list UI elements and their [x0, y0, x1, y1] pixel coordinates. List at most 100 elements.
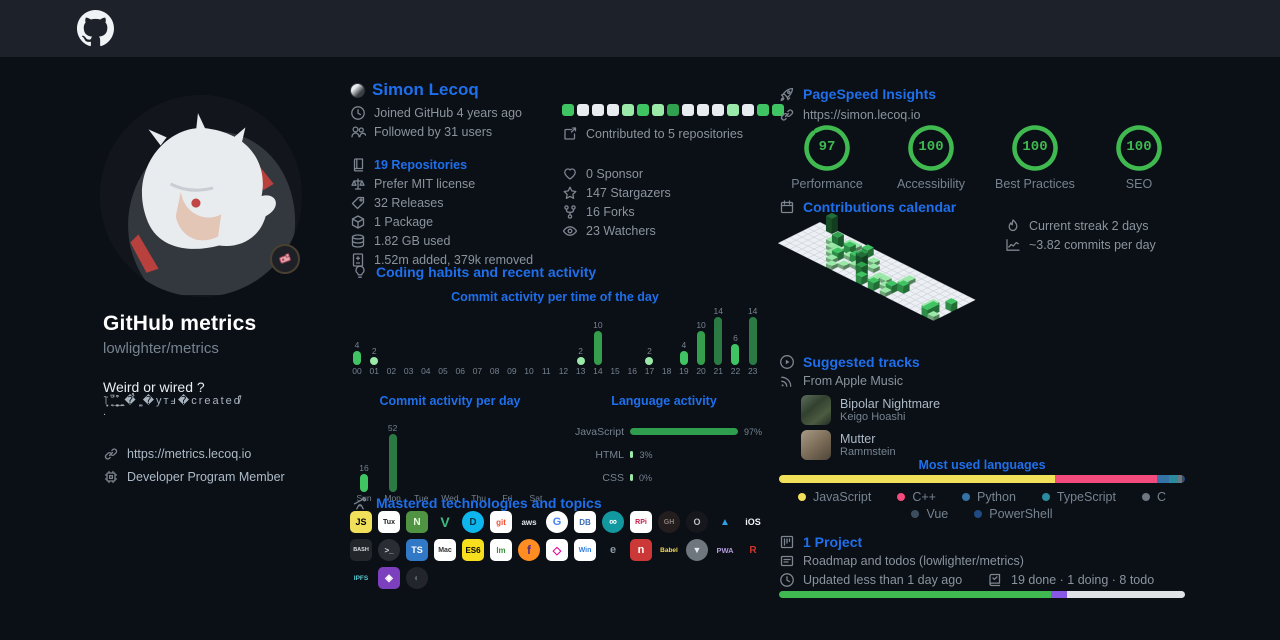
storage-text: 1.82 GB used [374, 233, 451, 248]
bar-column: 04 [421, 366, 431, 376]
project-name: Roadmap and todos (lowlighter/metrics) [803, 553, 1024, 568]
pagespeed-header[interactable]: PageSpeed Insights [779, 84, 936, 103]
legend-label: Python [976, 490, 1016, 504]
line-chart-icon [1005, 237, 1021, 253]
followed-row: Followed by 31 users [350, 122, 533, 141]
legend-item: Vue [911, 507, 948, 521]
track-title[interactable]: Bipolar Nightmare [840, 397, 941, 411]
project-title[interactable]: 1 Project [803, 533, 863, 550]
contributed-row: Contributed to 5 repositories [562, 124, 784, 143]
package-icon [350, 214, 366, 230]
track-item[interactable]: Mutter Rammstein [801, 430, 940, 460]
bar-column: 05 [438, 366, 448, 376]
eye-icon [562, 223, 578, 239]
contributed-icon [562, 126, 578, 142]
bar-column: 15 [610, 366, 620, 376]
pagespeed-url-row[interactable]: https://simon.lecoq.io [779, 105, 920, 124]
language-activity-row: JavaScript 97% [574, 425, 762, 438]
link-icon [779, 107, 795, 123]
bar-column: 08 [489, 366, 500, 376]
contribution-square [712, 104, 724, 116]
mastered-header[interactable]: Mastered technologies and topics [352, 493, 602, 512]
watchers-row: 23 Watchers [562, 221, 784, 240]
contribution-square [727, 104, 739, 116]
day-chart-title: Commit activity per day [379, 394, 521, 408]
tracks-header[interactable]: Suggested tracks [779, 352, 940, 371]
legend-item: JavaScript [797, 490, 871, 504]
project-board-icon [779, 534, 795, 550]
legend-label: PowerShell [989, 507, 1053, 521]
bar-column: 10 [524, 366, 534, 376]
mastered-title[interactable]: Mastered technologies and topics [376, 494, 602, 511]
track-item[interactable]: Bipolar Nightmare Keigo Hoashi [801, 395, 940, 425]
tracks-title[interactable]: Suggested tracks [803, 353, 920, 370]
legend-dot [974, 510, 983, 518]
bar-column: 11 [541, 366, 551, 376]
dark-swirl-icon: ◐ [406, 567, 428, 589]
tasklist-icon [987, 572, 1003, 588]
contributions-header[interactable]: Contributions calendar [779, 197, 956, 216]
bar-column: 10 14 [593, 319, 603, 376]
language-activity-chart: JavaScript 97% HTML 3% CSS 0% [566, 420, 762, 489]
progress-segment [1051, 591, 1068, 598]
tracks-source-row: From Apple Music [779, 371, 940, 390]
language-activity-title: Language activity [611, 394, 717, 408]
contribution-square [697, 104, 709, 116]
people-icon [350, 124, 367, 140]
windows-icon: Win [574, 539, 596, 561]
contributions-title[interactable]: Contributions calendar [803, 198, 957, 215]
streak-row: Current streak 2 days [1005, 216, 1156, 235]
hubot-icon [103, 469, 119, 485]
legend-dot [1041, 493, 1050, 501]
pagespeed-title[interactable]: PageSpeed Insights [803, 85, 937, 102]
azure-icon: ▲ [720, 516, 730, 528]
project-header[interactable]: 1 Project [779, 532, 1185, 551]
repositories-row[interactable]: 19 Repositories [350, 155, 533, 174]
repositories-link[interactable]: 19 Repositories [374, 157, 468, 172]
track-title[interactable]: Mutter [840, 432, 876, 446]
contribution-square [622, 104, 634, 116]
website-url[interactable]: https://metrics.lecoq.io [127, 446, 252, 461]
heart-icon [562, 166, 578, 182]
legend-item: Python [961, 490, 1016, 504]
legend-label: C [1156, 490, 1166, 504]
tagline-glitch-art: ˥̟̖͙̇ ͉̱̆̚ ̻̬͓͒̊͟ ͖͔�́̽ ̠͚�утⅎ�created̸̊… [103, 395, 242, 418]
star-icon [562, 185, 578, 201]
user-name-link[interactable]: Simon Lecoq [372, 80, 479, 99]
project-counts-row: 19 done · 1 doing · 8 todo [987, 570, 1154, 589]
license-text: Prefer MIT license [374, 176, 476, 191]
mac-icon: Mac [434, 539, 456, 561]
user-stats-column: Simon Lecoq Joined GitHub 4 years ago Fo… [350, 80, 784, 620]
gauge-value: 100 [1126, 139, 1152, 155]
project-updated: Updated less than 1 day ago [803, 572, 963, 587]
contribution-square [652, 104, 664, 116]
calendar-icon [779, 199, 795, 215]
hours-chart-title: Commit activity per time of the day [451, 290, 659, 304]
legend-item: TypeScript [1041, 490, 1116, 504]
legend-dot [1141, 493, 1150, 501]
repo-icon [350, 157, 366, 173]
gauge-value: 100 [918, 139, 944, 155]
pagespeed-url[interactable]: https://simon.lecoq.io [803, 107, 921, 122]
legend-dot [961, 493, 970, 501]
joined-text: Joined GitHub 4 years ago [374, 105, 523, 120]
bar [679, 351, 688, 365]
javascript-icon: JS [350, 511, 372, 533]
github-logo-icon[interactable] [77, 10, 114, 47]
packages-row: 1 Package [350, 212, 533, 231]
insights-column: PageSpeed Insights https://simon.lecoq.i… [777, 84, 1187, 614]
scales-icon [350, 176, 366, 192]
bar-column: 6 22 [730, 333, 741, 376]
clock-icon [350, 105, 366, 121]
bar-column: 4 00 [352, 340, 362, 376]
bar-column: 09 [507, 366, 517, 376]
bar [697, 330, 706, 365]
bar-column: 4 19 [679, 340, 689, 376]
coding-habits-header[interactable]: Coding habits and recent activity [352, 262, 596, 281]
coding-habits-title[interactable]: Coding habits and recent activity [376, 263, 597, 280]
linux-tux-icon: Tux [378, 511, 400, 533]
language-activity-row: HTML 3% [595, 448, 653, 461]
forks-row: 16 Forks [562, 202, 784, 221]
website-row[interactable]: https://metrics.lecoq.io [103, 444, 353, 463]
